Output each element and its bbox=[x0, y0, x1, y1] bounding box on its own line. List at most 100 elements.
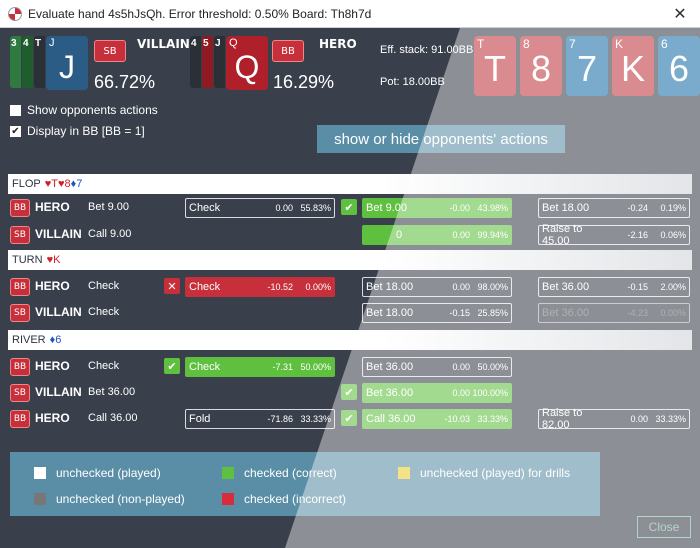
option-raise[interactable]: Raise to 82.00 0.00 33.33% bbox=[538, 407, 690, 431]
display-bb-checkbox[interactable]: ✔ Display in BB [BB = 1] bbox=[10, 124, 145, 138]
player-name: HERO bbox=[35, 200, 70, 214]
board-card-3-corner: 7 bbox=[569, 37, 576, 51]
board-card-4-rank: K bbox=[620, 48, 645, 89]
legend-label: checked (incorrect) bbox=[244, 492, 347, 506]
legend-item: unchecked (played) bbox=[34, 466, 161, 480]
option-bet-large[interactable]: Bet 36.00 -0.15 2.00% bbox=[538, 277, 690, 297]
action-row: BB HERO Bet 9.00 Check 0.00 55.83% ✔ Bet 9… bbox=[0, 194, 700, 218]
option-ev: -0.24 bbox=[627, 203, 648, 213]
option-call[interactable]: Call 36.00 -10.03 33.33% bbox=[362, 409, 512, 429]
option-label: Check bbox=[189, 281, 221, 293]
option-ev: -4.23 bbox=[627, 308, 648, 318]
option-check[interactable]: Check 0.00 55.83% bbox=[185, 198, 335, 218]
option-ev: -0.15 bbox=[627, 282, 648, 292]
board-card-1-rank: T bbox=[484, 48, 506, 89]
street-turn-cards: ♥K bbox=[46, 254, 61, 266]
option-label: Fold bbox=[189, 413, 211, 425]
show-opponents-checkbox[interactable]: Show opponents actions bbox=[10, 103, 158, 117]
board-card-3-rank: 7 bbox=[576, 48, 598, 89]
legend-label: unchecked (played) for drills bbox=[420, 466, 571, 480]
villain-card-2: 4 bbox=[22, 36, 33, 88]
option-freq: 50.00% bbox=[477, 362, 508, 372]
villain-hand: 3 4 T J J bbox=[10, 36, 88, 90]
option-ev: -10.03 bbox=[444, 414, 470, 424]
option-ev: 0.00 bbox=[275, 203, 293, 213]
option-freq: 33.33% bbox=[477, 414, 508, 424]
option-bet-large[interactable]: Bet 36.00 -4.23 0.00% bbox=[538, 303, 690, 323]
option-label: 0 bbox=[396, 229, 403, 241]
option-bet[interactable]: Bet 9.00 -0.00 43.98% bbox=[362, 198, 512, 218]
option-label: Check bbox=[189, 202, 221, 214]
close-icon[interactable]: ✕ bbox=[673, 6, 687, 23]
display-bb-box[interactable]: ✔ bbox=[10, 125, 21, 137]
tooltip: show or hide opponents' actions bbox=[317, 125, 565, 153]
option-label: Call 36.00 bbox=[366, 413, 416, 425]
legend-label: checked (correct) bbox=[244, 466, 337, 480]
option-label: Bet 36.00 bbox=[366, 361, 414, 373]
option-ev: -0.00 bbox=[449, 203, 470, 213]
hero-hand: 4 5 J Q Q bbox=[190, 36, 268, 90]
played-action: Bet 36.00 bbox=[88, 386, 136, 398]
option-label: Bet 18.00 bbox=[366, 281, 414, 293]
villain-card-1: 3 bbox=[10, 36, 21, 88]
window-title: Evaluate hand 4s5hJsQh. Error threshold:… bbox=[28, 6, 372, 21]
show-opponents-box[interactable] bbox=[10, 104, 21, 116]
option-label: Bet 36.00 bbox=[366, 387, 414, 399]
option-raise[interactable]: Raise to 45.00 -2.16 0.06% bbox=[538, 223, 690, 247]
close-button[interactable]: Close bbox=[637, 516, 691, 538]
option-check[interactable]: Check -7.31 50.00% bbox=[185, 357, 335, 377]
correct-checkbox[interactable]: ✔ bbox=[341, 199, 357, 215]
legend-swatch-green bbox=[222, 467, 234, 479]
board-card-4-corner: K bbox=[615, 37, 624, 51]
correct-checkbox[interactable]: ✔ bbox=[341, 410, 357, 426]
option-bet[interactable]: Bet 18.00 -0.15 25.85% bbox=[362, 303, 512, 323]
display-bb-label: Display in BB [BB = 1] bbox=[27, 124, 145, 138]
correct-checkbox[interactable]: ✔ bbox=[164, 358, 180, 374]
option-label: Bet 36.00 bbox=[542, 281, 590, 293]
action-row: BB HERO Check ✔ Check -7.31 50.00% Bet 36.… bbox=[0, 353, 700, 377]
legend: unchecked (played) checked (correct) unc… bbox=[10, 452, 600, 516]
option-bet[interactable]: Bet 36.00 0.00 100.00% bbox=[362, 383, 512, 403]
option-label: Bet 18.00 bbox=[366, 307, 414, 319]
legend-item: unchecked (non-played) bbox=[34, 492, 185, 506]
legend-item: unchecked (played) for drills bbox=[398, 466, 570, 480]
position-badge: BB bbox=[10, 278, 30, 296]
incorrect-checkbox[interactable]: ✕ bbox=[164, 278, 180, 294]
hero-equity: 16.29% bbox=[273, 72, 335, 92]
option-bet[interactable]: Bet 18.00 0.00 98.00% bbox=[362, 277, 512, 297]
option-bet-large[interactable]: Bet 18.00 -0.24 0.19% bbox=[538, 198, 690, 218]
correct-checkbox[interactable]: ✔ bbox=[341, 384, 357, 400]
street-river-name: RIVER bbox=[12, 334, 46, 346]
option-fold[interactable]: Fold -71.86 33.33% bbox=[185, 409, 335, 429]
player-name: HERO bbox=[35, 359, 70, 373]
option-ev: -7.31 bbox=[272, 362, 293, 372]
option-check[interactable]: Check -10.52 0.00% bbox=[185, 277, 335, 297]
option-ev: 0.00 bbox=[630, 414, 648, 424]
board-card-2-rank: 8 bbox=[530, 48, 552, 89]
main-panel: 3 4 T J J SB VILLAIN 66.72% 4 5 J Q Q BB… bbox=[0, 28, 700, 548]
option-freq: 98.00% bbox=[477, 282, 508, 292]
position-badge: BB bbox=[10, 410, 30, 428]
option-label: Bet 9.00 bbox=[366, 202, 407, 214]
villain-card-3: T bbox=[34, 36, 45, 88]
action-row: SB VILLAIN Bet 36.00 ✔ Bet 36.00 0.00 100.… bbox=[0, 379, 700, 403]
hero-card-1: 4 bbox=[190, 36, 201, 88]
app-icon bbox=[8, 6, 22, 21]
option-freq: 0.00% bbox=[305, 282, 331, 292]
option-call[interactable]: 0 0.00 99.94% bbox=[362, 225, 512, 245]
position-badge: SB bbox=[10, 304, 30, 322]
position-badge: BB bbox=[10, 199, 30, 217]
action-row: BB HERO Check ✕ Check -10.52 0.00% Bet 18.… bbox=[0, 273, 700, 297]
board-card-2-corner: 8 bbox=[523, 37, 530, 51]
option-freq: 33.33% bbox=[655, 414, 686, 424]
option-ev: 0.00 bbox=[452, 388, 470, 398]
option-label: Bet 18.00 bbox=[542, 202, 590, 214]
option-label: Bet 36.00 bbox=[542, 307, 590, 319]
hero-card-4-corner: Q bbox=[229, 37, 238, 49]
option-label: Check bbox=[189, 361, 221, 373]
action-row: SB VILLAIN Call 9.00 0 0.00 99.94% Raise t… bbox=[0, 221, 700, 247]
street-river: RIVER ♦6 bbox=[8, 330, 692, 350]
option-bet[interactable]: Bet 36.00 0.00 50.00% bbox=[362, 357, 512, 377]
option-freq: 99.94% bbox=[477, 230, 508, 240]
